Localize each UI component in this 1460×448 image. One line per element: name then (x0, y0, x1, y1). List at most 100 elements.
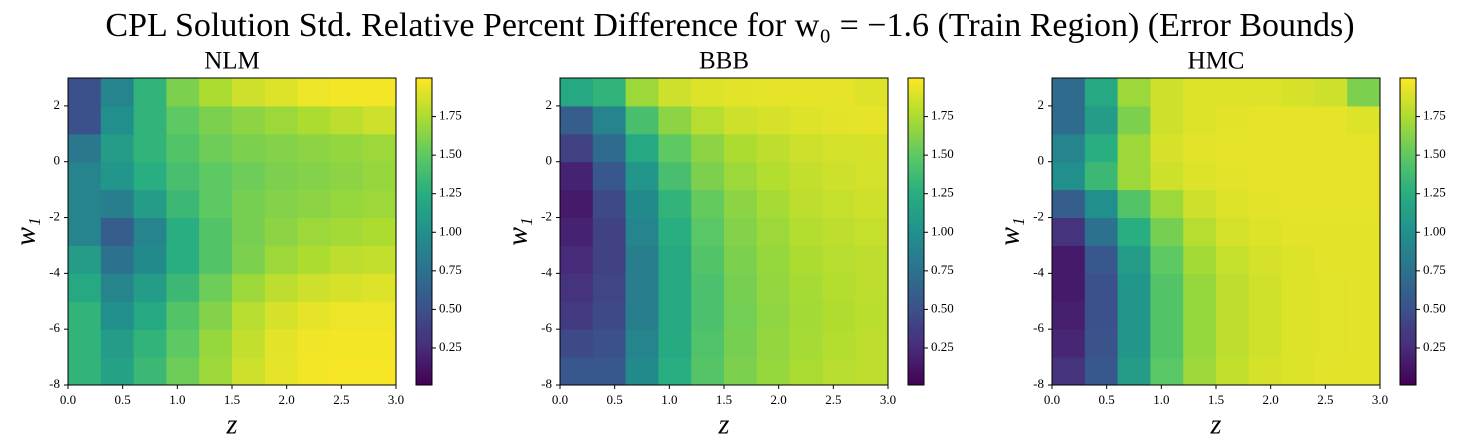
heatmap-cell (264, 217, 299, 246)
heatmap-cell (199, 78, 233, 107)
heatmap-cell (658, 217, 692, 246)
heatmap-cell (1314, 357, 1348, 386)
heatmap-cell (1150, 273, 1184, 302)
heatmap-cell (1052, 301, 1086, 330)
heatmap-cell (658, 105, 692, 135)
heatmap-cell (1117, 78, 1151, 107)
heatmap-cell (1281, 78, 1315, 107)
heatmap-cell (1052, 189, 1086, 219)
heatmap-cell (1248, 78, 1283, 107)
heatmap-cell (133, 78, 167, 107)
heatmap-cell (789, 133, 823, 163)
heatmap-cell (68, 133, 102, 163)
heatmap-cell (625, 133, 659, 163)
heatmap-cell (1150, 217, 1184, 246)
heatmap-cell (166, 133, 200, 163)
heatmap-cell (1117, 273, 1151, 302)
x-tick-label: 2.5 (825, 392, 841, 407)
heatmap-cell (1052, 217, 1086, 246)
heatmap-cell (1150, 357, 1184, 386)
heatmap-cell (560, 78, 594, 107)
heatmap-cell (232, 105, 266, 135)
heatmap-cell (297, 273, 331, 302)
x-axis-label: z (1210, 409, 1222, 440)
heatmap-cell (855, 245, 889, 274)
heatmap-cell (100, 105, 135, 135)
heatmap-cell (68, 189, 102, 219)
heatmap-cell (297, 189, 331, 219)
heatmap-cell (1347, 245, 1381, 274)
heatmap-cell (855, 161, 889, 191)
heatmap-cell (330, 161, 364, 191)
x-tick-label: 3.0 (388, 392, 404, 407)
heatmap-cell (560, 105, 594, 135)
heatmap-cell (724, 78, 758, 107)
heatmap-cell (756, 133, 791, 163)
heatmap-cell (789, 161, 823, 191)
heatmap-cell (822, 133, 856, 163)
colorbar-tick-label: 0.50 (439, 300, 462, 315)
heatmap-cell (1248, 133, 1283, 163)
heatmap-cell (789, 301, 823, 330)
heatmap-cell (1347, 161, 1381, 191)
heatmap-cell (1347, 329, 1381, 358)
heatmap-cell (1314, 217, 1348, 246)
heatmap-cell (68, 78, 102, 107)
heatmap-cell (199, 133, 233, 163)
heatmap-cell (1084, 78, 1119, 107)
heatmap-cell (1117, 329, 1151, 358)
colorbar-tick-label: 0.75 (931, 262, 954, 277)
heatmap-cell (822, 329, 856, 358)
x-tick-label: 0.5 (115, 392, 131, 407)
heatmap-cell (1117, 357, 1151, 386)
heatmap-cell (232, 245, 266, 274)
heatmap-cell (166, 189, 200, 219)
heatmap-cell (232, 273, 266, 302)
heatmap-cell (1248, 105, 1283, 135)
heatmap-cell (68, 329, 102, 358)
y-tick-label: -2 (1033, 209, 1044, 224)
heatmap-cell (1150, 245, 1184, 274)
heatmap-cell (264, 357, 299, 386)
heatmap-cell (822, 301, 856, 330)
heatmap-cell (133, 357, 167, 386)
heatmap-cell (1281, 357, 1315, 386)
y-tick-label: 2 (546, 97, 553, 112)
heatmap-cell (658, 357, 692, 386)
heatmap-cell (1281, 161, 1315, 191)
colorbar-tick-label: 0.25 (1423, 339, 1446, 354)
heatmap-cell (1216, 133, 1250, 163)
colorbar-tick-label: 0.25 (931, 339, 954, 354)
heatmap-cell (133, 133, 167, 163)
x-tick-label: 2.5 (333, 392, 349, 407)
x-tick-label: 2.0 (1263, 392, 1279, 407)
heatmap-cell (232, 357, 266, 386)
heatmap-cell (232, 78, 266, 107)
heatmap-cell (691, 161, 725, 191)
y-tick-label: 0 (1038, 153, 1045, 168)
y-tick-label: -4 (49, 264, 60, 279)
heatmap-cell (330, 301, 364, 330)
heatmap-cell (297, 133, 331, 163)
heatmap-cell (789, 105, 823, 135)
heatmap-cell (1216, 161, 1250, 191)
y-axis-label: w₁ (994, 217, 1025, 245)
heatmap-cell (100, 161, 135, 191)
colorbar-tick-label: 0.75 (439, 262, 462, 277)
heatmap-cell (1183, 78, 1217, 107)
heatmap-cell (199, 329, 233, 358)
heatmap-cell (691, 273, 725, 302)
heatmap-cell (1216, 217, 1250, 246)
colorbar (907, 77, 925, 386)
heatmap-cell (691, 301, 725, 330)
heatmap-cell (199, 189, 233, 219)
heatmap-cell (232, 133, 266, 163)
heatmap-cell (100, 357, 135, 386)
heatmap-cell (822, 105, 856, 135)
heatmap-cell (1314, 105, 1348, 135)
heatmap-cell (1052, 245, 1086, 274)
y-tick-label: 0 (54, 153, 61, 168)
colorbar-tick-label: 1.75 (439, 108, 462, 123)
heatmap-cell (1281, 217, 1315, 246)
